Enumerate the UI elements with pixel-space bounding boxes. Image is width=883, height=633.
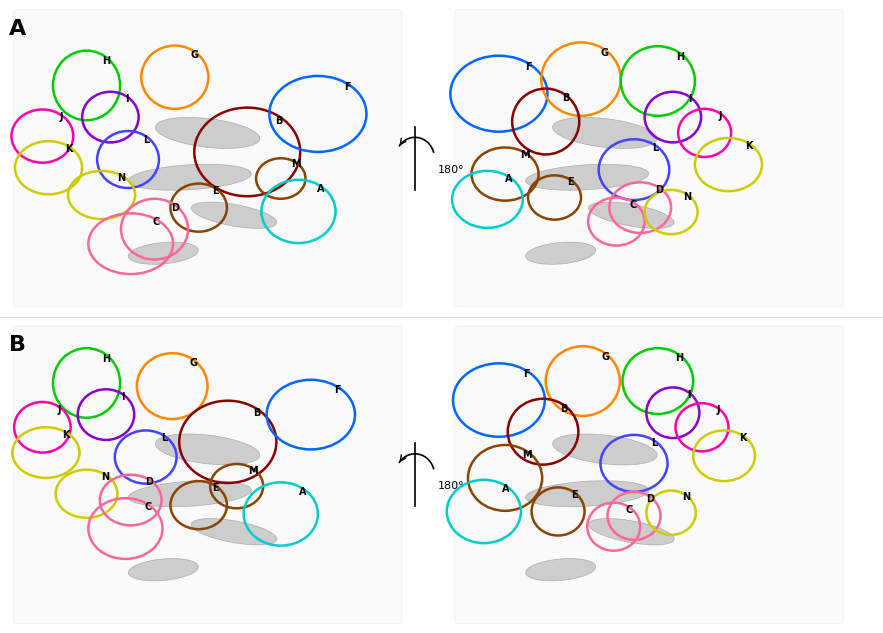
Text: E: E bbox=[570, 490, 577, 499]
Text: M: M bbox=[520, 151, 530, 160]
Text: C: C bbox=[144, 503, 151, 512]
Text: G: G bbox=[600, 49, 609, 58]
FancyBboxPatch shape bbox=[455, 326, 843, 624]
Text: H: H bbox=[675, 353, 683, 363]
Text: L: L bbox=[161, 434, 168, 443]
Text: C: C bbox=[626, 505, 633, 515]
Text: C: C bbox=[153, 218, 160, 227]
Text: K: K bbox=[739, 433, 746, 443]
Ellipse shape bbox=[155, 118, 260, 148]
Text: N: N bbox=[682, 492, 690, 502]
Text: K: K bbox=[745, 141, 752, 151]
Text: I: I bbox=[121, 392, 125, 402]
Ellipse shape bbox=[525, 558, 596, 581]
Text: J: J bbox=[719, 111, 722, 121]
Text: A: A bbox=[505, 175, 512, 184]
Text: L: L bbox=[651, 439, 657, 448]
FancyBboxPatch shape bbox=[13, 326, 402, 624]
Text: B: B bbox=[562, 94, 570, 103]
Text: K: K bbox=[65, 144, 72, 154]
Text: C: C bbox=[630, 200, 637, 210]
Text: B: B bbox=[275, 116, 283, 126]
Text: N: N bbox=[117, 173, 125, 183]
Text: E: E bbox=[567, 177, 574, 187]
Text: M: M bbox=[523, 450, 532, 460]
Text: F: F bbox=[334, 385, 341, 395]
Text: H: H bbox=[102, 354, 110, 363]
Text: D: D bbox=[654, 185, 663, 195]
Text: E: E bbox=[212, 484, 219, 493]
Text: N: N bbox=[101, 472, 109, 482]
Text: A: A bbox=[502, 484, 509, 494]
Text: M: M bbox=[291, 160, 300, 169]
Ellipse shape bbox=[553, 434, 657, 465]
FancyBboxPatch shape bbox=[13, 9, 402, 307]
Text: F: F bbox=[343, 82, 351, 92]
Ellipse shape bbox=[589, 202, 674, 229]
Ellipse shape bbox=[192, 518, 276, 545]
Text: B: B bbox=[561, 404, 568, 413]
Ellipse shape bbox=[589, 518, 674, 545]
Text: G: G bbox=[189, 358, 198, 368]
Ellipse shape bbox=[525, 480, 649, 507]
Ellipse shape bbox=[192, 202, 276, 229]
Text: I: I bbox=[125, 94, 129, 104]
Text: B: B bbox=[9, 335, 26, 356]
Ellipse shape bbox=[525, 242, 596, 265]
Text: D: D bbox=[645, 494, 654, 504]
Text: J: J bbox=[57, 404, 61, 415]
Text: 180°: 180° bbox=[438, 165, 464, 175]
Text: A: A bbox=[317, 184, 324, 194]
Ellipse shape bbox=[155, 434, 260, 465]
Text: A: A bbox=[9, 19, 26, 39]
Text: G: G bbox=[191, 50, 199, 60]
Text: K: K bbox=[63, 430, 70, 440]
Text: F: F bbox=[525, 62, 532, 72]
Text: E: E bbox=[212, 186, 219, 196]
Text: H: H bbox=[102, 56, 110, 66]
Ellipse shape bbox=[128, 480, 252, 507]
Text: L: L bbox=[652, 144, 659, 153]
Text: N: N bbox=[683, 192, 691, 201]
Text: J: J bbox=[59, 113, 63, 122]
Ellipse shape bbox=[128, 242, 199, 265]
FancyBboxPatch shape bbox=[455, 9, 843, 307]
Text: G: G bbox=[601, 352, 609, 361]
Text: L: L bbox=[143, 135, 150, 144]
Text: 180°: 180° bbox=[438, 481, 464, 491]
Ellipse shape bbox=[128, 558, 199, 581]
Text: F: F bbox=[523, 370, 530, 379]
Text: A: A bbox=[299, 487, 306, 497]
Text: B: B bbox=[253, 408, 260, 418]
Text: M: M bbox=[248, 466, 257, 475]
Ellipse shape bbox=[553, 118, 657, 148]
Text: D: D bbox=[145, 477, 154, 487]
Text: J: J bbox=[716, 406, 720, 415]
Text: D: D bbox=[170, 203, 178, 213]
Text: I: I bbox=[687, 390, 691, 400]
Text: I: I bbox=[688, 94, 691, 104]
Text: H: H bbox=[676, 52, 684, 61]
Ellipse shape bbox=[128, 164, 252, 191]
Ellipse shape bbox=[525, 164, 649, 191]
